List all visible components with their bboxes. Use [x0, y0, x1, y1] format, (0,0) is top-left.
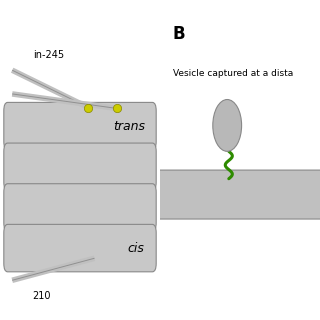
FancyBboxPatch shape: [142, 170, 320, 219]
Text: B: B: [173, 25, 185, 43]
FancyBboxPatch shape: [4, 224, 156, 272]
Text: 210: 210: [32, 291, 51, 300]
FancyBboxPatch shape: [4, 102, 156, 150]
Text: Vesicle captured at a dista: Vesicle captured at a dista: [173, 69, 293, 78]
FancyBboxPatch shape: [4, 184, 156, 231]
FancyBboxPatch shape: [4, 143, 156, 190]
Text: in-245: in-245: [34, 50, 65, 60]
Circle shape: [213, 100, 242, 151]
Text: cis: cis: [128, 242, 145, 255]
Text: trans: trans: [113, 120, 145, 132]
